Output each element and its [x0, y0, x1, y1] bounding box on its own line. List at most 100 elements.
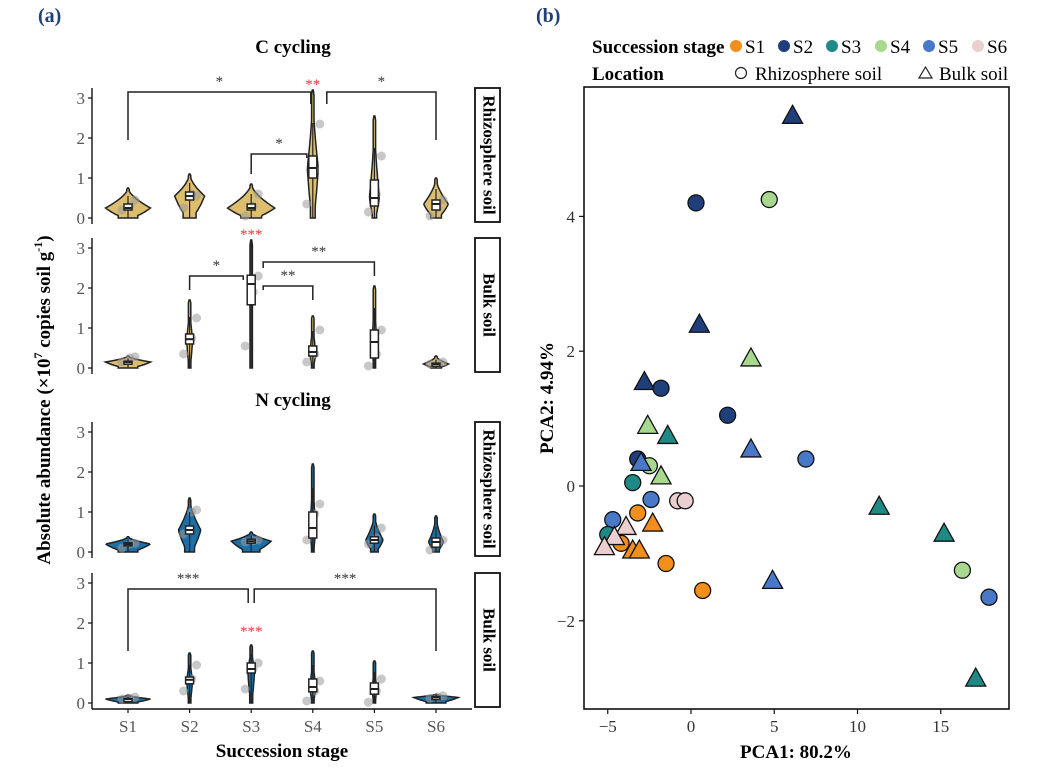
y-tick-label: 4 — [567, 207, 576, 226]
data-point — [179, 349, 189, 359]
scatter-point-triangle-S3 — [964, 666, 987, 687]
scatter-legend: S1 S2 S3 S4 S5 S6 Rhizosphere soil Bulk soil — [730, 37, 1008, 85]
significance-bracket — [250, 153, 308, 174]
y-tick-label: 2 — [77, 463, 86, 482]
x-tick-label-S2: S2 — [181, 717, 199, 736]
y-tick-label: 1 — [77, 169, 86, 188]
box-S5 — [369, 179, 380, 207]
significance-bracket — [127, 588, 249, 651]
significance-label: ** — [311, 244, 326, 260]
x-tick-label-S3: S3 — [242, 717, 260, 736]
scatter-point-circle-S4 — [953, 561, 972, 579]
data-point — [253, 189, 263, 199]
scatter-point-circle-S2 — [687, 194, 705, 212]
data-point — [363, 207, 373, 217]
y-tick-label: −2 — [557, 612, 575, 631]
legend-label-S2: S2 — [793, 37, 813, 58]
y-tick-label: 0 — [77, 543, 86, 562]
y-tick-label: 0 — [77, 209, 86, 228]
scatter-point-triangle-S6 — [603, 525, 626, 546]
significance-label: * — [213, 258, 221, 274]
violin-facet-3: 0 1 2 3 Rhizosphere soil — [77, 421, 501, 562]
scatter-point-triangle-S2 — [688, 312, 711, 333]
facet-strip-label: Bulk soil — [480, 608, 499, 672]
legend-label-S1: S1 — [745, 37, 765, 58]
scatter-point-triangle-S6 — [614, 515, 638, 536]
scatter-point-triangle-S1 — [628, 538, 651, 559]
data-point — [376, 151, 386, 161]
scatter-point-triangle-S6 — [593, 535, 616, 556]
scatter-point-circle-S5 — [797, 450, 815, 468]
significance-label: *** — [334, 571, 357, 587]
data-point — [130, 352, 140, 362]
y-tick-label: 2 — [77, 614, 86, 633]
data-point — [253, 271, 263, 281]
x-tick-label: 5 — [770, 717, 779, 736]
data-point — [315, 499, 325, 509]
scatter-panel: −5 0 5 10 15 −2 0 2 4 — [557, 103, 998, 736]
scatter-point-circle-S2 — [718, 406, 737, 424]
scatter-point-triangle-S2 — [633, 370, 656, 391]
data-point — [192, 660, 202, 670]
y-tick-label: 0 — [567, 477, 576, 496]
legend-dot-S1 — [730, 40, 742, 52]
scatter-point-circle-S1 — [694, 581, 712, 600]
data-point — [130, 195, 140, 205]
data-point — [253, 535, 263, 545]
significance-bracket — [326, 91, 437, 140]
facet-strip-box — [474, 572, 501, 708]
data-point — [240, 684, 250, 694]
c-cycling-title: C cycling — [255, 37, 331, 58]
red-significance-label: *** — [240, 624, 263, 640]
scatter-point-circle-S1 — [657, 554, 675, 573]
data-point — [363, 361, 373, 371]
scatter-point-circle-S6 — [676, 492, 694, 510]
x-tick-label: 15 — [932, 717, 949, 736]
scatter-point-circle-S3 — [624, 473, 642, 492]
data-point — [363, 697, 373, 707]
legend-dot-S3 — [826, 40, 838, 52]
scatter-point-triangle-S4 — [636, 414, 659, 434]
violin-facet-4: 0 1 2 3 Bulk soil *** *** *** — [77, 571, 501, 713]
panel-a-label: (a) — [38, 5, 61, 27]
data-point — [376, 523, 386, 533]
red-significance-label: *** — [240, 227, 263, 243]
y-tick-label: 3 — [77, 239, 86, 258]
y-tick-label: 1 — [77, 319, 86, 338]
scatter-point-circle-S4 — [760, 190, 778, 209]
data-point — [240, 211, 250, 221]
data-point — [376, 674, 386, 684]
facet-strip-box — [474, 421, 501, 557]
n-cycling-title: N cycling — [255, 390, 331, 411]
significance-bracket — [262, 261, 376, 276]
legend-location-title: Location — [592, 64, 664, 85]
legend-dot-S2 — [778, 40, 790, 52]
data-point — [302, 696, 312, 706]
significance-label: * — [275, 136, 283, 152]
ylabel-main: Absolute abundance (×10 — [34, 358, 55, 564]
legend-dot-S6 — [972, 40, 984, 52]
scatter-point-triangle-S3 — [932, 521, 956, 542]
y-tick-label: 1 — [77, 503, 86, 522]
legend-triangle-icon — [917, 65, 934, 79]
x-tick-label-S5: S5 — [365, 717, 383, 736]
significance-bracket — [253, 588, 437, 651]
y-tick-label: 2 — [567, 342, 576, 361]
y-tick-label: 0 — [77, 359, 86, 378]
scatter-point-triangle-S4 — [649, 464, 673, 485]
data-point — [315, 325, 325, 335]
significance-label: * — [378, 74, 386, 90]
data-point — [315, 119, 325, 129]
facet-strip-label: Rhizosphere soil — [480, 429, 499, 548]
y-tick-label: 3 — [77, 574, 86, 593]
data-point — [192, 313, 202, 323]
data-point — [179, 686, 189, 696]
ylabel-sup2: -1 — [31, 242, 45, 252]
x-tick-label: −5 — [599, 717, 617, 736]
ylabel-end: ) — [34, 235, 55, 241]
box-S4 — [308, 511, 318, 539]
scatter-point-circle-S5 — [980, 588, 998, 606]
scatter-point-triangle-S5 — [629, 451, 653, 472]
legend-circle-icon — [734, 66, 748, 80]
